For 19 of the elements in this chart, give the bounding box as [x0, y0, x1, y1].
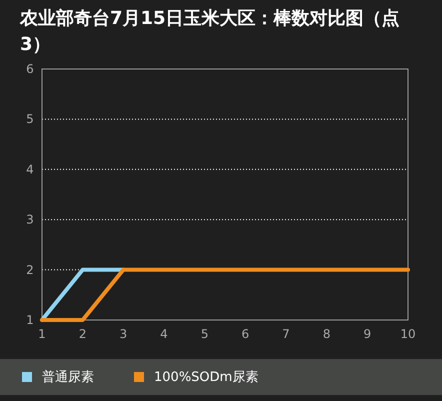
x-tick-label: 10 [400, 327, 416, 341]
x-tick-label: 8 [322, 327, 330, 341]
y-tick-label: 3 [26, 212, 34, 227]
x-tick-label: 4 [160, 327, 168, 341]
x-tick-label: 7 [282, 327, 290, 341]
x-tick-label: 3 [120, 327, 128, 341]
x-tick-label: 9 [364, 327, 372, 341]
x-tick-label: 6 [242, 327, 250, 341]
y-tick-label: 5 [26, 112, 34, 126]
y-tick-label: 4 [26, 162, 34, 176]
y-tick-label: 2 [26, 262, 34, 277]
legend-label: 100%SODm尿素 [154, 369, 258, 386]
legend-label: 普通尿素 [42, 368, 94, 386]
x-tick-label: 5 [200, 327, 208, 341]
y-tick-label: 6 [26, 62, 34, 76]
x-tick-label: 1 [38, 327, 46, 341]
chart-title: 农业部奇台7月15日玉米大区：棒数对比图（点3） [20, 7, 401, 57]
x-tick-label: 2 [78, 327, 86, 341]
y-tick-label: 1 [26, 313, 34, 327]
